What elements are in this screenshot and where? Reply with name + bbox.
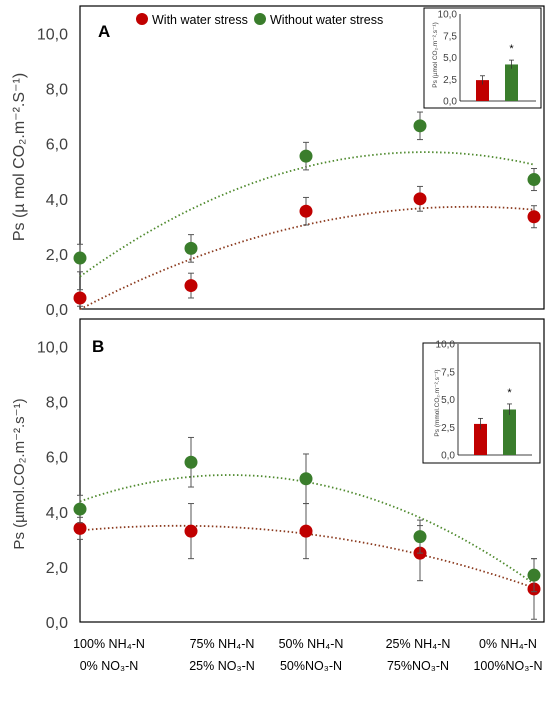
x-category-line2: 0% NO₃-N xyxy=(80,659,139,673)
y-tick-label: 0,0 xyxy=(46,615,68,632)
inset-bar xyxy=(476,80,489,101)
inset-y-tick-label: 10,0 xyxy=(436,340,456,351)
inset-y-tick-label: 10,0 xyxy=(438,10,458,21)
inset-significance-marker: * xyxy=(509,43,514,55)
inset-y-tick-label: 2,5 xyxy=(443,75,457,86)
point-with_stress xyxy=(184,279,198,293)
panel-b-inset: Ps (mmol.CO₂.m⁻².s⁻¹) 0,0 2,5 5,0 7,5 10,0 * xyxy=(422,340,541,464)
legend-marker-with-stress xyxy=(136,13,148,25)
point-without_stress xyxy=(527,173,541,187)
y-tick-label: 8,0 xyxy=(46,395,68,412)
y-tick-label: 2,0 xyxy=(46,247,68,264)
y-tick-label: 4,0 xyxy=(46,192,68,209)
panel-a-inset-y-label: Ps (µmol CO₂.m⁻².s⁻¹) xyxy=(432,22,439,88)
point-without_stress xyxy=(73,502,87,516)
y-tick-label: 10,0 xyxy=(37,340,68,357)
point-with_stress xyxy=(299,524,313,538)
point-without_stress xyxy=(299,149,313,163)
inset-bar xyxy=(503,409,516,455)
panel-b-points xyxy=(73,436,541,620)
panel-a-frame xyxy=(79,5,545,310)
panel-a-trendlines xyxy=(79,151,535,310)
y-tick-label: 0,0 xyxy=(46,302,68,319)
panel-a-letter: A xyxy=(98,22,110,41)
y-tick-label: 6,0 xyxy=(46,450,68,467)
legend-label-with-stress: With water stress xyxy=(152,13,248,27)
inset-y-tick-label: 7,5 xyxy=(443,31,457,42)
x-category-line2: 50%NO₃-N xyxy=(280,659,342,673)
y-tick-label: 4,0 xyxy=(46,505,68,522)
point-without_stress xyxy=(413,530,427,544)
panel-b-letter: B xyxy=(92,337,104,356)
inset-y-tick-label: 0,0 xyxy=(443,97,457,108)
x-axis-categories: 100% NH₄-N 0% NO₃-N 75% NH₄-N 25% NO₃-N 50% … xyxy=(73,637,542,673)
point-with_stress xyxy=(527,210,541,224)
point-without_stress xyxy=(73,251,87,265)
point-without_stress xyxy=(413,119,427,133)
inset-y-tick-label: 5,0 xyxy=(443,53,457,64)
point-with_stress xyxy=(299,204,313,218)
point-with_stress xyxy=(184,524,198,538)
point-with_stress xyxy=(413,192,427,206)
y-tick-label: 10,0 xyxy=(37,27,68,44)
panel-b-frame xyxy=(79,318,545,623)
legend: With water stress Without water stress xyxy=(136,13,383,27)
trendline-with_stress xyxy=(79,205,535,310)
panel-b-y-axis-label: Ps (µmol.CO₂.m⁻².s⁻¹) xyxy=(11,398,28,549)
point-without_stress xyxy=(184,455,198,469)
x-category-line1: 0% NH₄-N xyxy=(479,637,537,651)
x-category-line2: 100%NO₃-N xyxy=(473,659,542,673)
x-category-line1: 50% NH₄-N xyxy=(279,637,344,651)
panel-b-inset-y-label: Ps (mmol.CO₂.m⁻².s⁻¹) xyxy=(434,369,441,436)
x-category-line2: 25% NO₃-N xyxy=(189,659,255,673)
inset-y-tick-label: 5,0 xyxy=(441,395,455,406)
y-tick-label: 8,0 xyxy=(46,82,68,99)
panel-a-inset: Ps (µmol CO₂.m⁻².s⁻¹) 0,0 2,5 5,0 7,5 10,0 * xyxy=(423,7,542,109)
panel-a-points xyxy=(73,111,541,307)
panel-a: A With water stress Without water stress… xyxy=(11,5,545,319)
panel-b-y-ticks: 0,0 2,0 4,0 6,0 8,0 10,0 xyxy=(37,340,68,632)
x-category-line1: 100% NH₄-N xyxy=(73,637,145,651)
point-with_stress xyxy=(73,291,87,305)
inset-y-tick-label: 7,5 xyxy=(441,367,455,378)
panel-b: B Ps (µmol.CO₂.m⁻².s⁻¹) 0,0 2,0 4,0 6,0 8,0 1… xyxy=(11,318,545,632)
x-category-line2: 75%NO₃-N xyxy=(387,659,449,673)
panel-a-y-ticks: 0,0 2,0 4,0 6,0 8,0 10,0 xyxy=(37,27,68,319)
y-tick-label: 2,0 xyxy=(46,560,68,577)
point-without_stress xyxy=(527,568,541,582)
panel-a-inset-plot: 0,0 2,5 5,0 7,5 10,0 * xyxy=(438,10,536,108)
inset-bar xyxy=(505,64,518,101)
inset-y-tick-label: 0,0 xyxy=(441,451,455,462)
x-category-line1: 75% NH₄-N xyxy=(190,637,255,651)
x-category-line1: 25% NH₄-N xyxy=(386,637,451,651)
inset-significance-marker: * xyxy=(507,387,512,399)
y-tick-label: 6,0 xyxy=(46,137,68,154)
inset-bar xyxy=(474,423,487,455)
legend-marker-without-stress xyxy=(254,13,266,25)
point-without_stress xyxy=(184,241,198,255)
point-with_stress xyxy=(73,521,87,535)
panel-a-y-axis-label: Ps (µ mol CO₂.m⁻².S⁻¹) xyxy=(11,73,28,241)
panel-b-inset-plot: 0,0 2,5 5,0 7,5 10,0 * xyxy=(436,340,532,462)
point-without_stress xyxy=(299,472,313,486)
inset-y-tick-label: 2,5 xyxy=(441,423,455,434)
legend-label-without-stress: Without water stress xyxy=(270,13,383,27)
